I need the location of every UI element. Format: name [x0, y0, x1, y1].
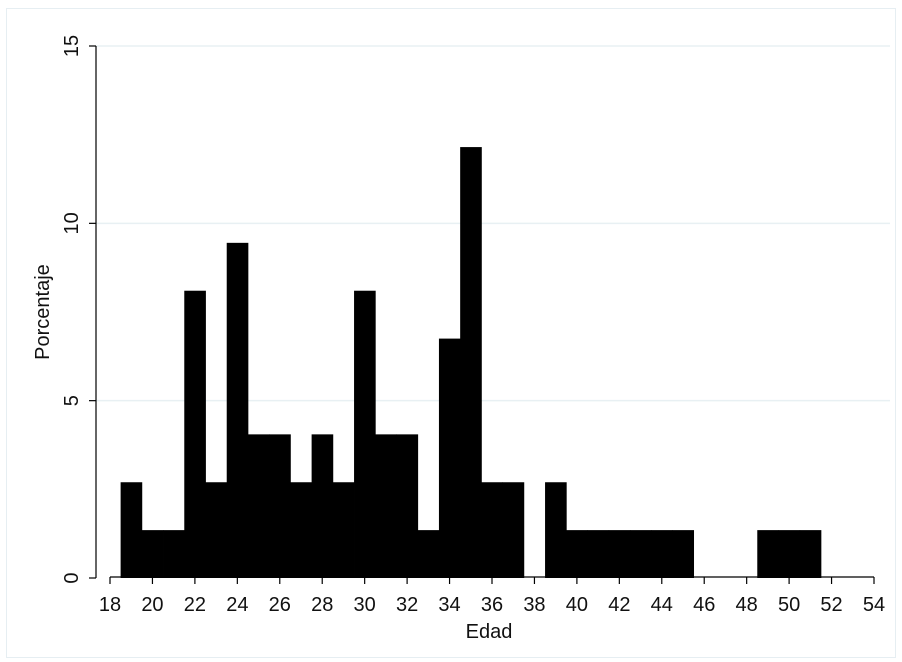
x-tick-label: 26: [269, 594, 291, 616]
grid-lines: [96, 45, 890, 402]
histogram-bar: [184, 290, 206, 578]
x-tick-label: 18: [99, 594, 121, 616]
histogram-bar: [502, 482, 525, 578]
histogram-bar: [205, 482, 228, 578]
histogram-bar: [778, 530, 801, 578]
y-tick-label: 15: [61, 35, 83, 57]
x-tick-label: 40: [566, 594, 588, 616]
x-tick-label: 20: [141, 594, 163, 616]
histogram-bar: [354, 290, 376, 578]
histogram-bar: [141, 530, 164, 578]
x-tick-label: 28: [311, 594, 333, 616]
histogram-bar: [608, 530, 631, 578]
histogram-bar: [651, 530, 673, 578]
histogram-bar: [417, 530, 440, 578]
histogram-bar: [672, 530, 695, 578]
histogram-bar: [629, 530, 652, 578]
x-tick-label: 34: [438, 594, 460, 616]
chart-border: [6, 8, 896, 658]
x-tick-label: 32: [396, 594, 418, 616]
x-tick-label: 36: [481, 594, 503, 616]
histogram-bar: [757, 530, 779, 578]
x-tick-label: 24: [226, 594, 248, 616]
histogram-bar: [311, 434, 334, 578]
histogram-bar: [163, 530, 185, 578]
histogram-bar: [438, 338, 461, 578]
histogram-bar: [332, 482, 355, 578]
x-tick-label: 46: [693, 594, 715, 616]
y-tick-label: 5: [61, 395, 83, 406]
x-tick-label: 48: [736, 594, 758, 616]
x-tick-label: 54: [863, 594, 885, 616]
histogram-bar: [120, 482, 143, 578]
y-axis-title: Porcentaje: [32, 264, 54, 360]
histogram-bar: [396, 434, 419, 578]
histogram-bar: [566, 530, 588, 578]
x-axis-title: Edad: [466, 621, 513, 643]
histogram-bar: [460, 147, 482, 578]
x-tick-label: 44: [651, 594, 673, 616]
histogram-bar: [481, 482, 504, 578]
axes: 0 5 10 15 18 20 22 24 26 28 30 32 34 36 38 40 42 44 46 48 50…: [61, 35, 885, 616]
histogram-bar: [226, 242, 249, 578]
histogram-bar: [269, 434, 291, 578]
histogram-bar: [799, 530, 822, 578]
x-tick-label: 50: [778, 594, 800, 616]
x-tick-label: 42: [608, 594, 630, 616]
histogram-bar: [587, 530, 610, 578]
y-tick-label: 0: [61, 572, 83, 583]
y-tick-label: 10: [61, 212, 83, 234]
x-tick-label: 38: [523, 594, 545, 616]
histogram-bar: [375, 434, 397, 578]
histogram-bar: [545, 482, 567, 578]
histogram-bar: [247, 434, 270, 578]
x-tick-label: 52: [820, 594, 842, 616]
histogram-bar: [290, 482, 313, 578]
x-tick-label: 30: [354, 594, 376, 616]
x-tick-label: 22: [184, 594, 206, 616]
histogram-bars: [120, 147, 822, 578]
